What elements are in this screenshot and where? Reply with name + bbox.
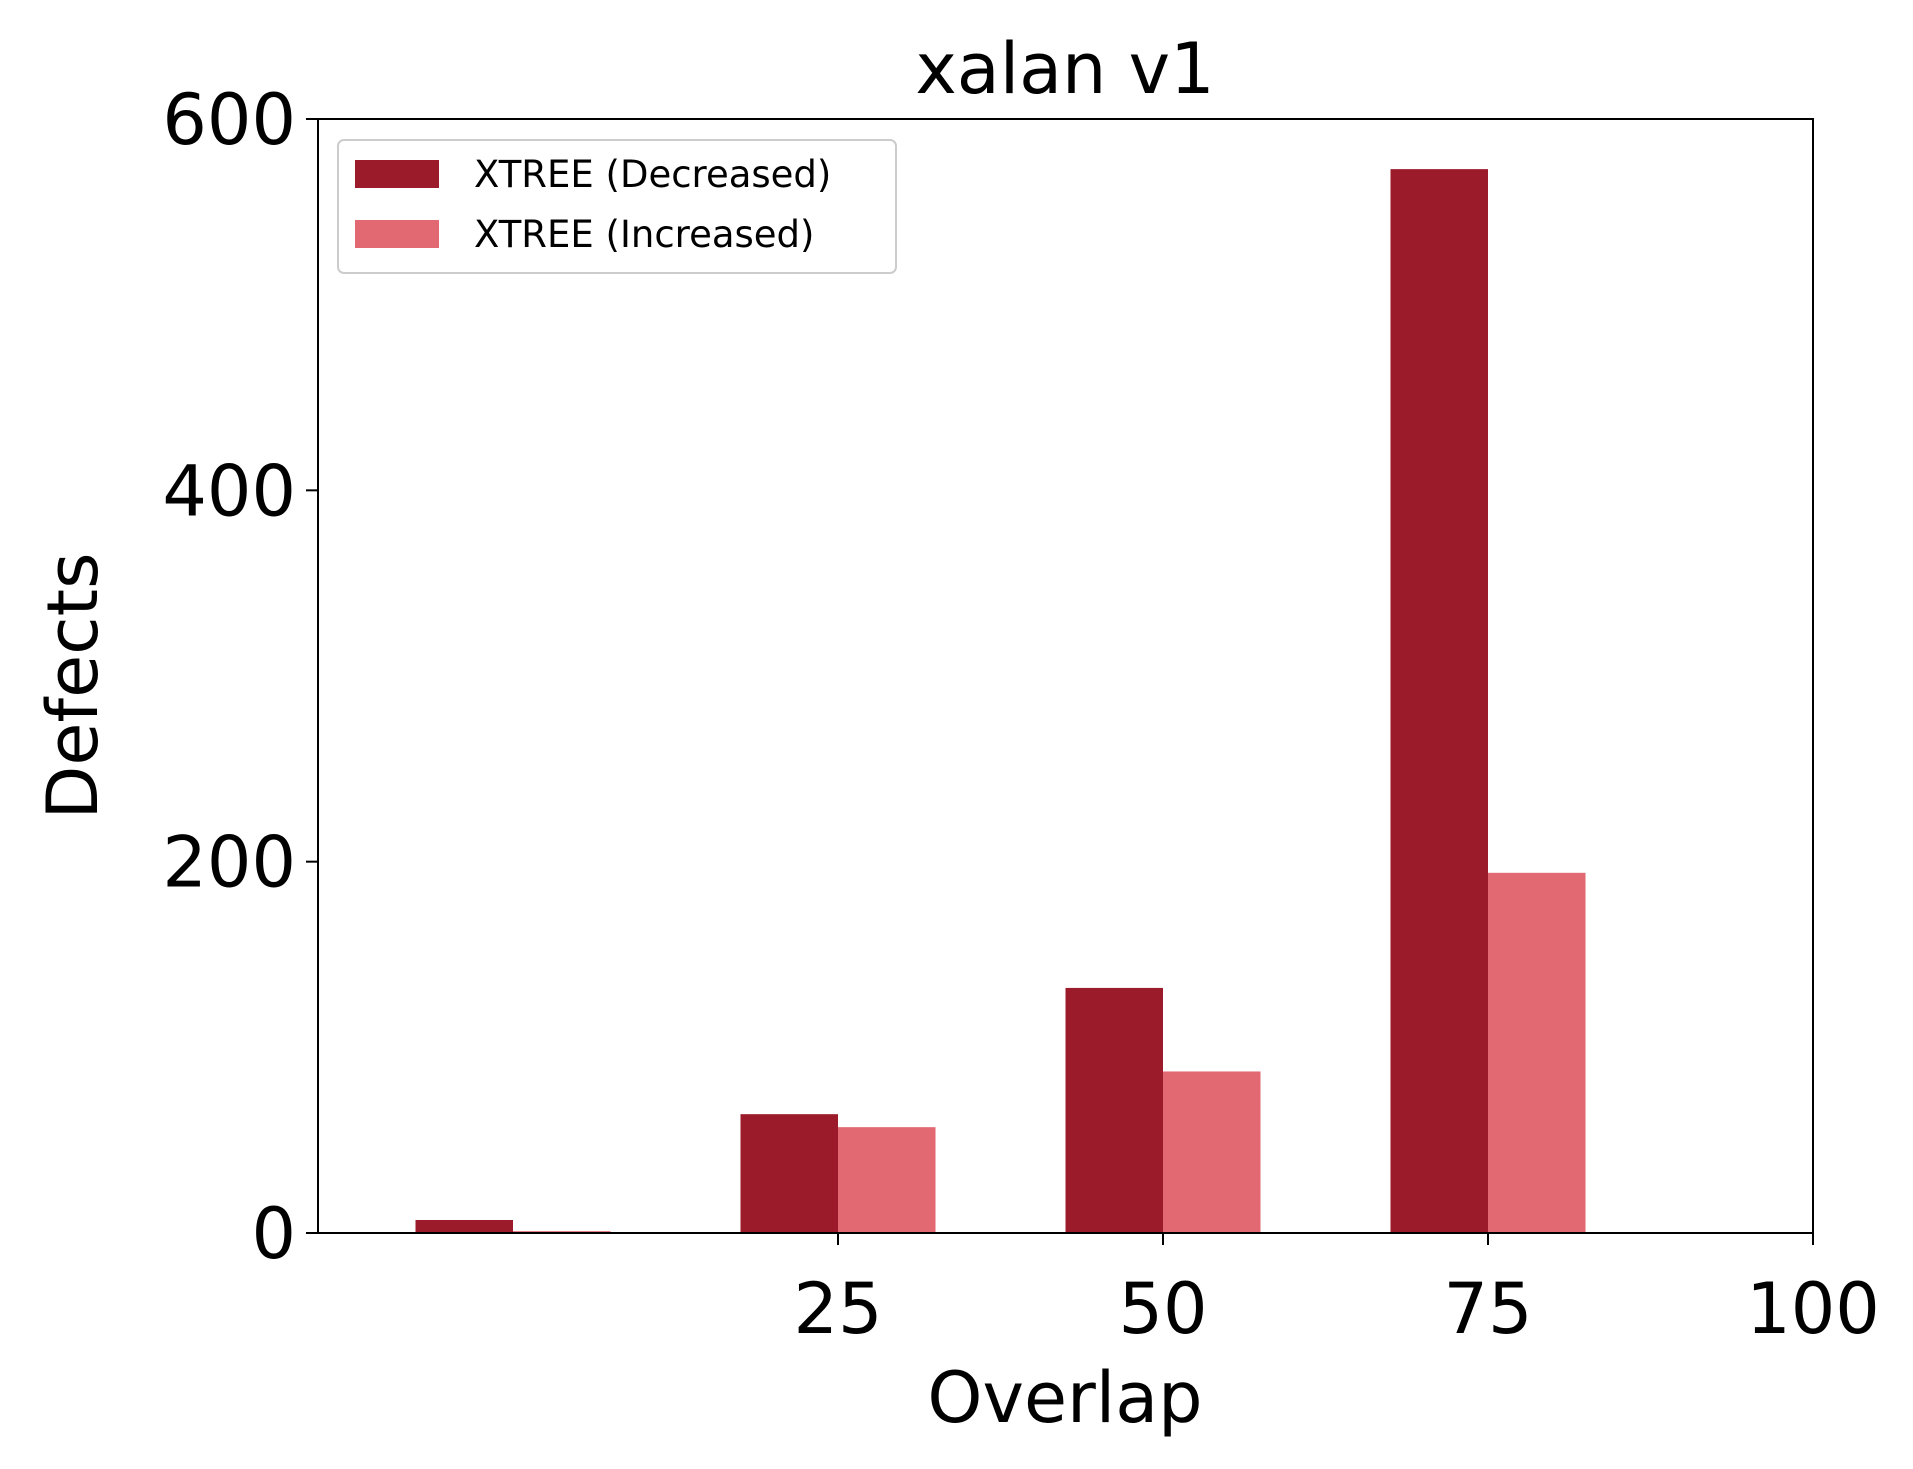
- x-tick-label-50: 50: [1118, 1268, 1207, 1350]
- y-tick-label-0: 0: [251, 1193, 296, 1275]
- chart-title: xalan v1: [915, 28, 1214, 110]
- bar-series0-75: [1390, 169, 1488, 1233]
- x-tick-label-75: 75: [1443, 1268, 1532, 1350]
- bars-group: [415, 169, 1586, 1233]
- legend-swatch-increased: [355, 220, 439, 248]
- bar-series0-25: [740, 1114, 838, 1233]
- x-tick-label-25: 25: [793, 1268, 882, 1350]
- plot-frame: [317, 118, 1814, 1234]
- x-tick-label-100: 100: [1746, 1268, 1880, 1350]
- legend-frame: [337, 139, 897, 274]
- bar-series0-50: [1065, 987, 1163, 1233]
- legend-swatch-decreased: [355, 160, 439, 188]
- legend-label-increased: XTREE (Increased): [474, 213, 814, 256]
- legend: XTREE (Decreased) XTREE (Increased): [337, 139, 897, 274]
- legend-label-decreased: XTREE (Decreased): [474, 153, 831, 196]
- y-axis-ticks: 0 200 400 600: [162, 79, 318, 1275]
- x-axis-label: Overlap: [927, 1357, 1202, 1439]
- y-tick-label-600: 600: [162, 79, 296, 161]
- x-axis-ticks: 25 50 75 100: [793, 1233, 1880, 1350]
- y-axis-label: Defects: [32, 552, 114, 819]
- bar-series1-50: [1163, 1071, 1261, 1233]
- bar-series1-75: [1488, 872, 1586, 1233]
- bar-series1-25: [838, 1127, 936, 1233]
- y-tick-label-400: 400: [162, 450, 296, 532]
- bar-series0-0: [415, 1220, 513, 1233]
- y-tick-label-200: 200: [162, 822, 296, 904]
